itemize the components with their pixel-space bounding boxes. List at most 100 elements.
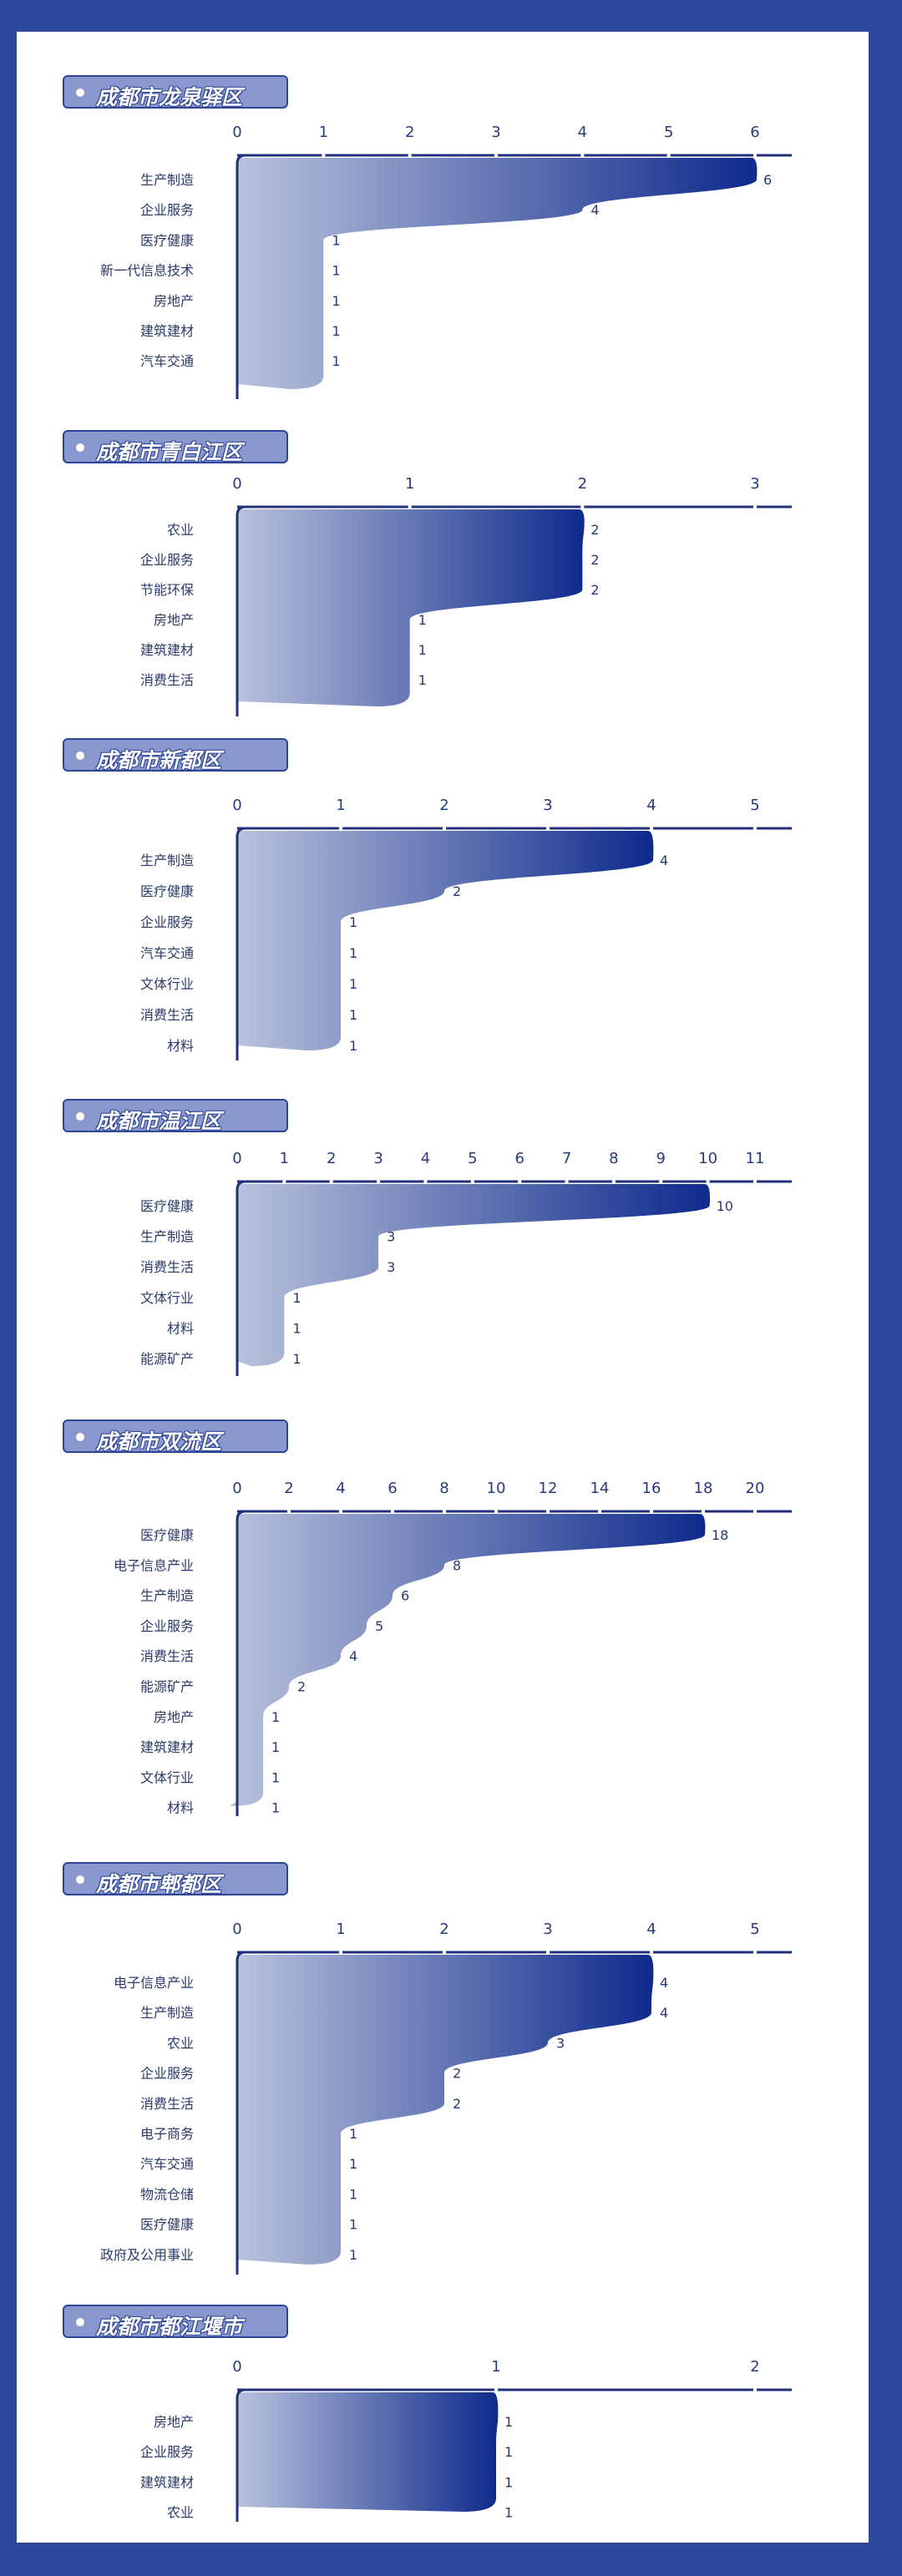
value-label: 4 [349, 1648, 357, 1664]
chart-title: 成都市龙泉驿区 [96, 85, 243, 109]
bullet-icon [76, 1433, 84, 1441]
tick-dot [494, 2387, 499, 2392]
chart-title-badge: 成都市都江堰市 [63, 2305, 288, 2339]
value-label: 2 [453, 2066, 461, 2082]
x-tick-label: 2 [405, 124, 414, 141]
tick-dot [659, 1179, 663, 1184]
tick-dot [282, 1179, 286, 1184]
x-tick-label: 2 [750, 2358, 759, 2376]
x-tick-label: 2 [578, 475, 587, 493]
tick-dot [706, 1179, 710, 1184]
value-label: 1 [349, 945, 357, 961]
category-label: 电子信息产业 [114, 1975, 194, 1991]
x-tick-label: 0 [232, 2358, 241, 2376]
tick-dot [753, 504, 758, 509]
category-label: 能源矿产 [140, 1679, 194, 1695]
tick-dot [753, 153, 758, 158]
x-tick-label: 20 [746, 1480, 765, 1497]
x-tick-label: 4 [421, 1150, 430, 1167]
x-tick-label: 0 [232, 124, 241, 141]
category-label: 农业 [167, 2035, 194, 2051]
category-label: 企业服务 [140, 914, 194, 930]
y-axis [236, 1510, 246, 1816]
chart-title: 成都市都江堰市 [96, 2315, 243, 2339]
category-label: 企业服务 [140, 552, 194, 568]
value-label: 2 [590, 552, 599, 568]
x-tick-label: 1 [336, 1921, 345, 1938]
bullet-icon [76, 1112, 84, 1121]
y-axis [236, 1951, 246, 2275]
x-tick-label: 8 [609, 1150, 618, 1167]
value-label: 8 [453, 1557, 461, 1573]
category-label: 汽车交通 [140, 945, 194, 961]
x-tick-label: 3 [750, 475, 759, 493]
tick-dot [649, 1509, 654, 1514]
tick-dot [408, 504, 412, 509]
chart-6: 0 1 2 3 4 5 电子信息产业 4 生产制造 4 农业 3 企业服务 2 消费生活 2 电子商务 1 汽车交通… [100, 1921, 792, 2275]
category-label: 材料 [167, 1320, 194, 1336]
x-tick-label: 0 [232, 1150, 241, 1167]
value-label: 1 [349, 1007, 357, 1023]
chart-3: 0 1 2 3 4 5 生产制造 4 医疗健康 2 企业服务 1 汽车交通 1 文体行业 1 消费生活 1 材料 1 [140, 797, 792, 1060]
x-tick-label: 3 [543, 797, 552, 814]
value-label: 1 [292, 1351, 301, 1367]
category-label: 企业服务 [140, 202, 194, 218]
category-label: 医疗健康 [140, 1198, 194, 1214]
value-label: 1 [349, 1038, 357, 1054]
x-tick-label: 5 [750, 1921, 759, 1938]
x-tick-label: 8 [439, 1480, 448, 1497]
category-label: 建筑建材 [140, 642, 194, 658]
x-tick-label: 2 [439, 1921, 448, 1938]
value-label: 1 [349, 2126, 357, 2142]
category-label: 建筑建材 [140, 2474, 194, 2490]
value-label: 3 [387, 1259, 395, 1275]
category-label: 房地产 [154, 2414, 194, 2430]
category-label: 消费生活 [140, 1648, 194, 1664]
value-label: 1 [418, 672, 427, 688]
tick-dot [338, 1509, 343, 1514]
tick-dot [470, 1179, 475, 1184]
category-label: 医疗健康 [140, 2217, 194, 2233]
bullet-icon [76, 752, 84, 760]
tick-dot [611, 1179, 616, 1184]
value-label: 2 [590, 522, 599, 538]
tick-dot [545, 826, 550, 831]
value-label: 2 [297, 1679, 306, 1695]
chart-2: 0 1 2 3 农业 2 企业服务 2 节能环保 2 房地产 1 建筑建材 1 消费生活 1 [140, 475, 792, 716]
category-label: 生产制造 [140, 1229, 194, 1245]
distribution-area [230, 1514, 706, 1808]
chart-title: 成都市郫都区 [96, 1872, 222, 1896]
value-label: 10 [717, 1198, 733, 1214]
x-tick-label: 4 [578, 124, 587, 141]
value-label: 1 [332, 323, 340, 339]
tick-dot [423, 1179, 428, 1184]
x-tick-label: 6 [750, 124, 759, 141]
value-label: 2 [453, 2096, 461, 2112]
tick-dot [338, 826, 343, 831]
category-label: 汽车交通 [140, 353, 194, 369]
x-tick-label: 3 [491, 124, 500, 141]
category-label: 房地产 [154, 1709, 194, 1725]
value-label: 6 [763, 172, 772, 188]
value-label: 1 [292, 1320, 301, 1336]
tick-dot [666, 153, 671, 158]
tick-dot [753, 1179, 758, 1184]
value-label: 1 [332, 353, 340, 369]
category-label: 建筑建材 [140, 1739, 194, 1755]
x-tick-label: 3 [373, 1150, 383, 1167]
tick-dot [565, 1179, 569, 1184]
category-label: 新一代信息技术 [100, 263, 194, 279]
value-label: 1 [332, 232, 340, 248]
x-tick-label: 6 [388, 1480, 397, 1497]
value-label: 1 [271, 1709, 280, 1725]
chart-4: 0 1 2 3 4 5 6 7 8 9 10 11 医疗健康 10 生产制造 3 消费生活 3 文体行业 1 材料 1 能源… [140, 1150, 792, 1376]
tick-dot [286, 1509, 291, 1514]
tick-dot [701, 1509, 706, 1514]
x-tick-label: 0 [232, 1921, 241, 1938]
tick-dot [597, 1509, 602, 1514]
chart-title: 成都市温江区 [96, 1109, 222, 1133]
category-label: 农业 [167, 2505, 194, 2521]
category-label: 汽车交通 [140, 2156, 194, 2172]
